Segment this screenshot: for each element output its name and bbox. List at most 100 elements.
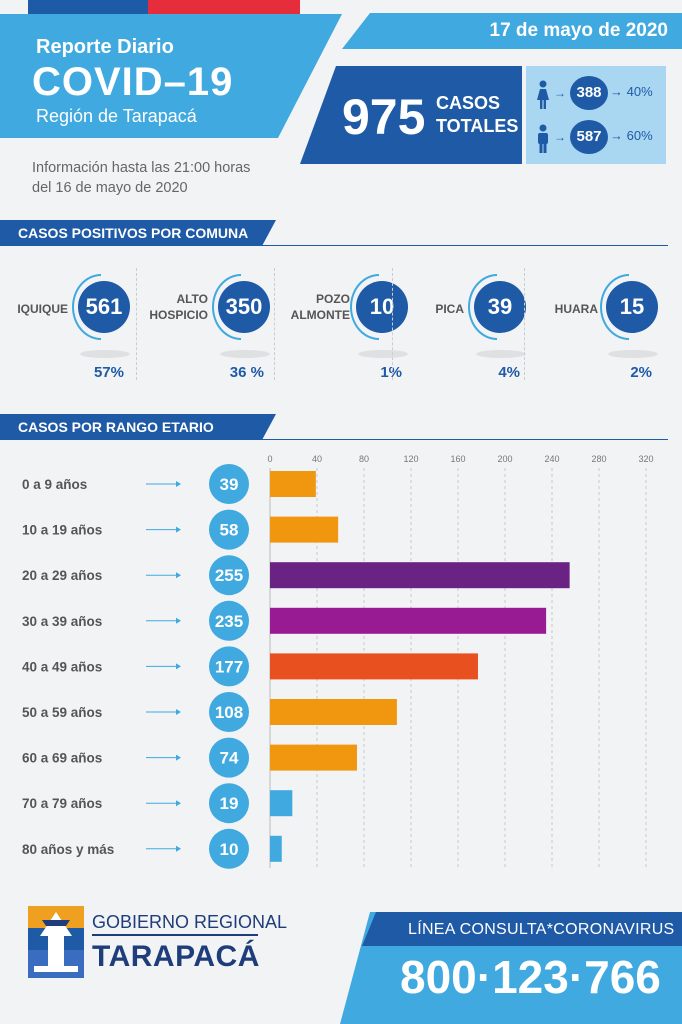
comuna-name-line: HUARA [554,302,598,316]
x-tick-label: 320 [638,454,653,464]
value-badge [209,692,249,732]
male-pct-value: 60% [626,128,653,143]
comunas-section-title: CASOS POSITIVOS POR COMUNA [18,225,249,241]
comuna-name-line: ALTO [176,292,208,306]
total-label-line1: CASOS [436,93,501,113]
x-tick-label: 160 [450,454,465,464]
flag-strip-blue [28,0,148,14]
category-label: 50 a 59 años [22,705,102,720]
gov-name-divider [92,934,258,936]
comuna-name: HUARA [555,301,598,317]
x-tick-label: 120 [403,454,418,464]
female-count: 388 [570,76,608,110]
hotline-header [362,912,682,946]
section-rule [14,439,668,440]
comuna-percentage: 57% [93,364,124,381]
x-tick-label: 80 [359,454,369,464]
value-label: 74 [220,749,239,768]
value-label: 19 [220,794,239,813]
age-section-header: CASOS POR RANGO ETARIO [0,414,310,440]
category-label: 20 a 29 años [22,568,102,583]
comuna-percentage: 4% [498,364,520,381]
bar [270,562,570,589]
category-label: 0 a 9 años [22,477,87,492]
arrow-icon: → [554,130,566,144]
arrow-head-icon [176,754,181,761]
bar [270,835,282,862]
comuna-divider [274,268,275,380]
page-title: COVID–19 [32,60,234,104]
comuna-name-line: POZO [315,292,350,306]
comuna-percentage: 2% [630,364,652,381]
value-label: 177 [215,657,243,676]
gov-name-line2: TARAPACÁ [92,940,260,973]
age-section-title: CASOS POR RANGO ETARIO [18,419,214,435]
comuna-name-line: PICA [435,302,464,316]
comuna-name-line: IQUIQUE [17,302,68,316]
hotline-label: LÍNEA CONSULTA*CORONAVIRUS [408,921,675,938]
value-badge [209,737,249,778]
value-label: 39 [220,475,239,494]
x-tick-label: 200 [497,454,512,464]
arrow-head-icon [176,800,181,807]
female-percentage: → 40% [610,84,653,99]
comunas-section-header: CASOS POSITIVOS POR COMUNA [0,220,310,246]
arrow-head-icon [176,709,181,715]
comuna-shadow [476,350,526,358]
flag-strip-red [148,0,300,14]
x-tick-label: 240 [544,454,559,464]
value-label: 10 [220,840,239,859]
value-badge [209,828,249,869]
info-line-2: del 16 de mayo de 2020 [32,180,188,196]
value-badge [209,600,249,641]
report-label: Reporte Diario [36,36,174,58]
hotline-number: 800·123·766 [400,951,661,1003]
comuna-divider [136,268,137,380]
comuna-shadow [608,350,658,358]
total-cases-value: 975 [342,89,426,145]
value-label: 235 [215,612,243,631]
arrow-head-icon [176,845,181,852]
value-badge [209,509,249,550]
comuna-percentage: 36 % [229,364,264,381]
bar [270,607,547,634]
section-header-stripe [286,220,300,246]
bar [270,653,478,680]
comuna-cases-value: 561 [78,281,130,333]
comuna-name: PICA [435,301,464,317]
value-label: 255 [215,566,243,585]
category-label: 60 a 69 años [22,751,102,766]
comuna-name: ALTO HOSPICIO [149,291,208,323]
comuna-shadow [220,350,270,358]
gobierno-regional-logo-icon [28,906,84,978]
male-percentage: → 60% [610,128,653,143]
arrow-head-icon [176,617,181,624]
category-label: 30 a 39 años [22,614,102,629]
value-badge [209,464,249,504]
comuna-shadow [80,350,130,358]
bar [270,471,316,497]
arrow-head-icon [176,572,181,579]
value-badge [209,555,249,596]
x-tick-label: 0 [267,454,272,464]
comuna-name: IQUIQUE [17,301,68,317]
value-badge [209,783,249,824]
section-header-stripe [286,414,300,440]
region-name: Región de Tarapacá [36,106,197,126]
comuna-name-line: ALMONTE [290,308,350,322]
bar [270,699,397,725]
bar [270,790,293,817]
age-range-bar-chart: 0 40 80 120 160 200 240 280 320 0 a 9 años 39 10 a … [22,454,654,869]
value-badge [209,646,249,687]
comuna-divider [524,268,525,380]
comuna-name-line: HOSPICIO [149,308,208,322]
date-banner: 17 de mayo de 2020 [342,13,682,49]
info-note: Información hasta las 21:00 horas del 16… [32,158,292,198]
value-label: 108 [215,703,243,722]
section-rule [14,245,668,246]
comuna-cases-value: 350 [218,281,270,333]
section-header-bar [0,220,276,246]
male-icon [538,124,548,153]
category-label: 80 años y más [22,842,114,857]
female-icon [537,80,549,109]
